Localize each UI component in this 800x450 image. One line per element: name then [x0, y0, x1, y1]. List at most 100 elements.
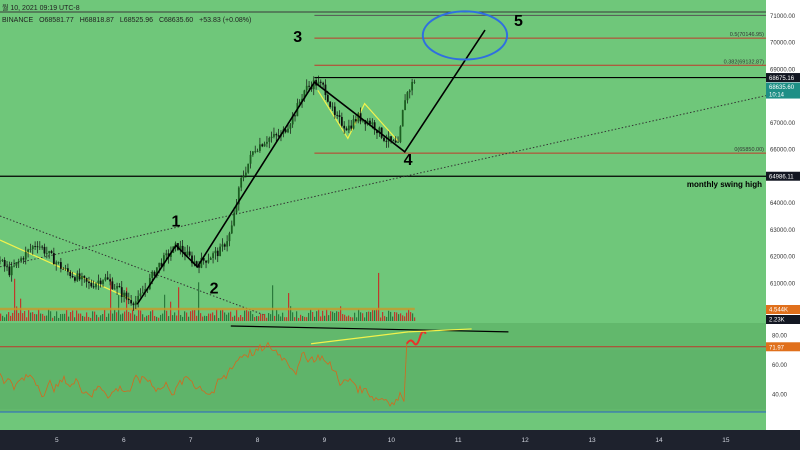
candle-body — [209, 258, 212, 260]
volume-bar — [334, 312, 336, 321]
volume-bar — [398, 314, 400, 321]
rsi-value-badge: 71.97 — [769, 345, 785, 351]
candle-body — [343, 125, 346, 129]
candle-body — [55, 262, 58, 265]
volume-bar — [210, 313, 212, 321]
volume-bar — [138, 309, 140, 321]
candle-body — [251, 151, 254, 155]
volume-bar — [288, 293, 290, 321]
candle-body — [125, 292, 128, 299]
candle-body — [233, 212, 236, 226]
candle-body — [303, 90, 306, 99]
candle-body — [137, 295, 140, 302]
candle-body — [24, 251, 27, 260]
candle-body — [228, 233, 231, 242]
volume-bar — [262, 314, 264, 321]
volume-bar — [396, 312, 398, 321]
candle-body — [406, 92, 409, 101]
volume-bar — [52, 317, 54, 321]
volume-bar — [384, 316, 386, 321]
volume-bar — [306, 317, 308, 321]
volume-bar — [0, 313, 2, 321]
candle-body — [392, 140, 395, 142]
candle-body — [404, 100, 406, 111]
volume-bar — [414, 317, 416, 321]
volume-bar — [250, 310, 252, 321]
candle-body — [394, 140, 397, 143]
volume-bar — [314, 316, 316, 321]
candle-body — [331, 106, 334, 108]
volume-bar — [278, 314, 280, 321]
candle-body — [230, 225, 233, 234]
volume-bar — [86, 312, 88, 321]
volume-bar — [254, 317, 256, 321]
candle-body — [376, 130, 378, 134]
volume-bar — [294, 317, 296, 321]
time-badge: 10:14 — [769, 93, 785, 99]
time-axis-bg — [0, 430, 800, 450]
volume-bar — [410, 312, 412, 321]
candle-body — [263, 143, 266, 147]
time-tick-label: 12 — [522, 437, 530, 444]
candle-body — [59, 262, 62, 269]
candle-body — [118, 286, 121, 288]
wave-label: 4 — [404, 152, 413, 169]
volume-bar — [36, 314, 38, 321]
volume-bar — [372, 309, 374, 321]
candle-body — [74, 277, 76, 281]
candle-body — [3, 260, 6, 267]
candle-body — [97, 280, 100, 284]
volume-bar — [182, 316, 184, 321]
time-tick-label: 8 — [256, 437, 260, 444]
candle-body — [62, 268, 65, 270]
candle-body — [390, 136, 392, 141]
volume-bar — [208, 313, 210, 321]
volume-bar — [302, 315, 304, 321]
volume-bar — [12, 312, 14, 321]
rising-dotted-trendline — [0, 95, 767, 268]
fib-level-label: 0(65850.00) — [734, 147, 764, 153]
volume-bar — [340, 306, 342, 321]
volume-bar — [226, 314, 228, 321]
candle-body — [275, 134, 278, 136]
candle-body — [15, 262, 18, 266]
volume-bar — [264, 313, 266, 321]
volume-bar — [56, 311, 58, 321]
candle-body — [41, 246, 44, 248]
volume-bar — [158, 317, 160, 321]
rsi-yellow-line-ext — [408, 328, 472, 333]
candle-body — [81, 275, 83, 280]
wave-label: 5 — [514, 13, 523, 30]
volume-bar — [386, 316, 388, 321]
volume-bar — [144, 317, 146, 321]
volume-bar — [382, 312, 384, 321]
candle-body — [90, 283, 93, 287]
volume-badge-bg — [766, 305, 800, 314]
candle-body — [50, 251, 53, 254]
volume-bar — [160, 314, 162, 321]
candle-body — [378, 127, 381, 134]
candle-body — [10, 266, 13, 276]
volume-bar — [102, 314, 104, 321]
volume-bar — [194, 310, 196, 321]
volume-bar — [300, 314, 302, 321]
volume-bar — [364, 317, 366, 321]
candle-body — [20, 258, 22, 261]
candle-body — [207, 259, 210, 263]
candle-body — [383, 137, 385, 141]
volume-bar — [260, 313, 262, 321]
volume-bar — [184, 311, 186, 321]
wave-5-target-circle — [421, 10, 509, 61]
wave-label: 2 — [210, 281, 219, 298]
volume-bar — [344, 314, 346, 321]
ohlc-header: BINANCE O68581.77 H68818.87 L68525.96 C6… — [2, 17, 255, 24]
volume-bar — [234, 315, 236, 321]
rsi-tick-label: 60.00 — [772, 363, 788, 369]
candle-body — [326, 95, 329, 102]
volume-bar — [198, 282, 200, 321]
volume-bar — [390, 311, 392, 321]
volume-bar — [192, 310, 194, 321]
volume-bar — [60, 314, 62, 321]
price-axis-bg — [766, 0, 800, 430]
